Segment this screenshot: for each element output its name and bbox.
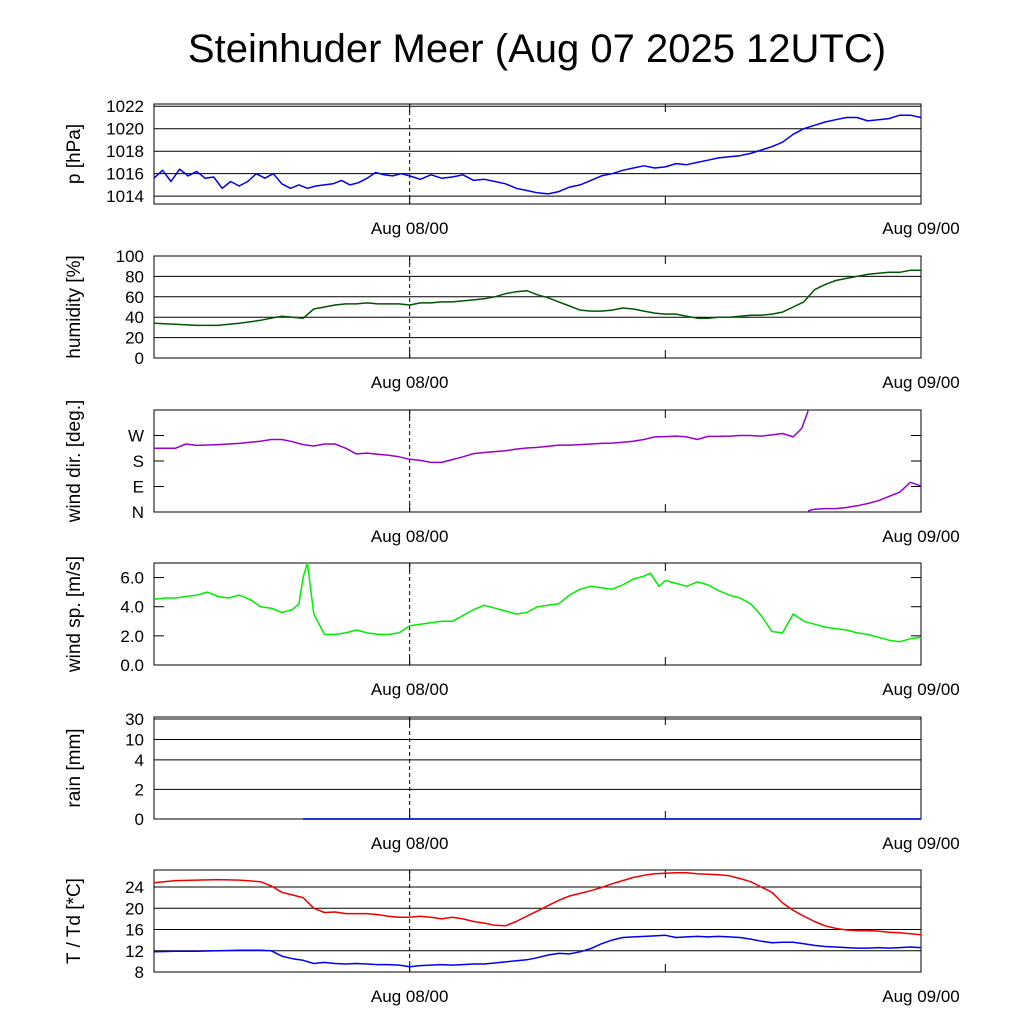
- y-tick-label: E: [133, 478, 144, 497]
- x-tick-label: Aug 09/00: [882, 219, 960, 238]
- y-tick-label: N: [132, 503, 144, 522]
- y-tick-label: 8: [135, 963, 144, 982]
- series-line-temperature-2: [153, 934, 922, 968]
- series-line-wind-direction-2: [807, 481, 922, 512]
- x-tick-label: Aug 08/00: [371, 219, 449, 238]
- x-tick-label: Aug 09/00: [882, 987, 960, 1006]
- panel-pressure: 1014 1016 1018 1020 1022 Aug 08/00 Aug 09/00 p …: [64, 97, 960, 238]
- y-tick-label: 1014: [106, 187, 144, 206]
- series-line-wind-direction-1: [154, 410, 809, 464]
- y-tick-label: 60: [125, 288, 144, 307]
- series-line-temperature-1: [153, 871, 922, 936]
- y-tick-label: 1016: [106, 165, 144, 184]
- y-tick-label: 1018: [106, 142, 144, 161]
- panel-frame: [153, 562, 922, 666]
- y-tick-label: S: [133, 452, 144, 471]
- y-tick-label: 0: [135, 810, 144, 829]
- figure-title: Steinhuder Meer (Aug 07 2025 12UTC): [188, 27, 886, 71]
- y-tick-label: 20: [125, 899, 144, 918]
- y-tick-label: 100: [116, 247, 144, 266]
- panel-frame: [153, 409, 922, 513]
- y-tick-label: 12: [125, 942, 144, 961]
- series-line-pressure-1: [153, 114, 922, 195]
- y-tick-label: 40: [125, 308, 144, 327]
- y-axis-label: rain [mm]: [64, 728, 85, 807]
- y-tick-label: W: [128, 427, 144, 446]
- y-tick-label: 1020: [106, 120, 144, 139]
- y-tick-label: 30: [125, 710, 144, 729]
- y-tick-label: 10: [125, 730, 144, 749]
- y-axis-label: humidity [%]: [64, 255, 85, 358]
- x-tick-label: Aug 08/00: [371, 373, 449, 392]
- y-axis-label: wind sp. [m/s]: [64, 556, 85, 673]
- y-tick-label: 0: [135, 349, 144, 368]
- y-axis-label: p [hPa]: [64, 124, 85, 184]
- x-tick-label: Aug 08/00: [371, 527, 449, 546]
- series-line-humidity-1: [153, 269, 921, 327]
- y-tick-label: 2: [135, 780, 144, 799]
- y-axis-label: wind dir. [deg.]: [64, 400, 85, 524]
- y-tick-label: 4: [135, 751, 144, 770]
- y-tick-label: 0.0: [120, 656, 144, 675]
- x-tick-label: Aug 09/00: [882, 834, 960, 853]
- x-tick-label: Aug 08/00: [371, 834, 449, 853]
- y-tick-label: 6.0: [120, 569, 144, 588]
- x-tick-label: Aug 09/00: [882, 527, 960, 546]
- x-tick-label: Aug 08/00: [371, 680, 449, 699]
- panel-frame: [153, 716, 922, 820]
- x-tick-label: Aug 09/00: [882, 680, 960, 699]
- y-axis-label: T / Td [*C]: [64, 878, 85, 964]
- y-tick-label: 24: [125, 878, 144, 897]
- y-tick-label: 2.0: [120, 627, 144, 646]
- panel-frame: [153, 255, 922, 359]
- y-tick-label: 16: [125, 921, 144, 940]
- x-tick-label: Aug 08/00: [371, 987, 449, 1006]
- y-tick-label: 20: [125, 329, 144, 348]
- panel-temperature: 8 12 16 20 24 Aug 08/00 Aug 09/00 T / Td [*C]: [64, 869, 960, 1006]
- y-tick-label: 80: [125, 267, 144, 286]
- panel-frame: [153, 103, 922, 205]
- x-tick-label: Aug 09/00: [882, 373, 960, 392]
- series-line-wind-speed-1: [153, 562, 922, 643]
- y-tick-label: 4.0: [120, 598, 144, 617]
- panel-wind-speed: 0.0 2.0 4.0 6.0 Aug 08/00 Aug 09/00 wind sp. […: [64, 556, 960, 699]
- y-tick-label: 1022: [106, 97, 144, 116]
